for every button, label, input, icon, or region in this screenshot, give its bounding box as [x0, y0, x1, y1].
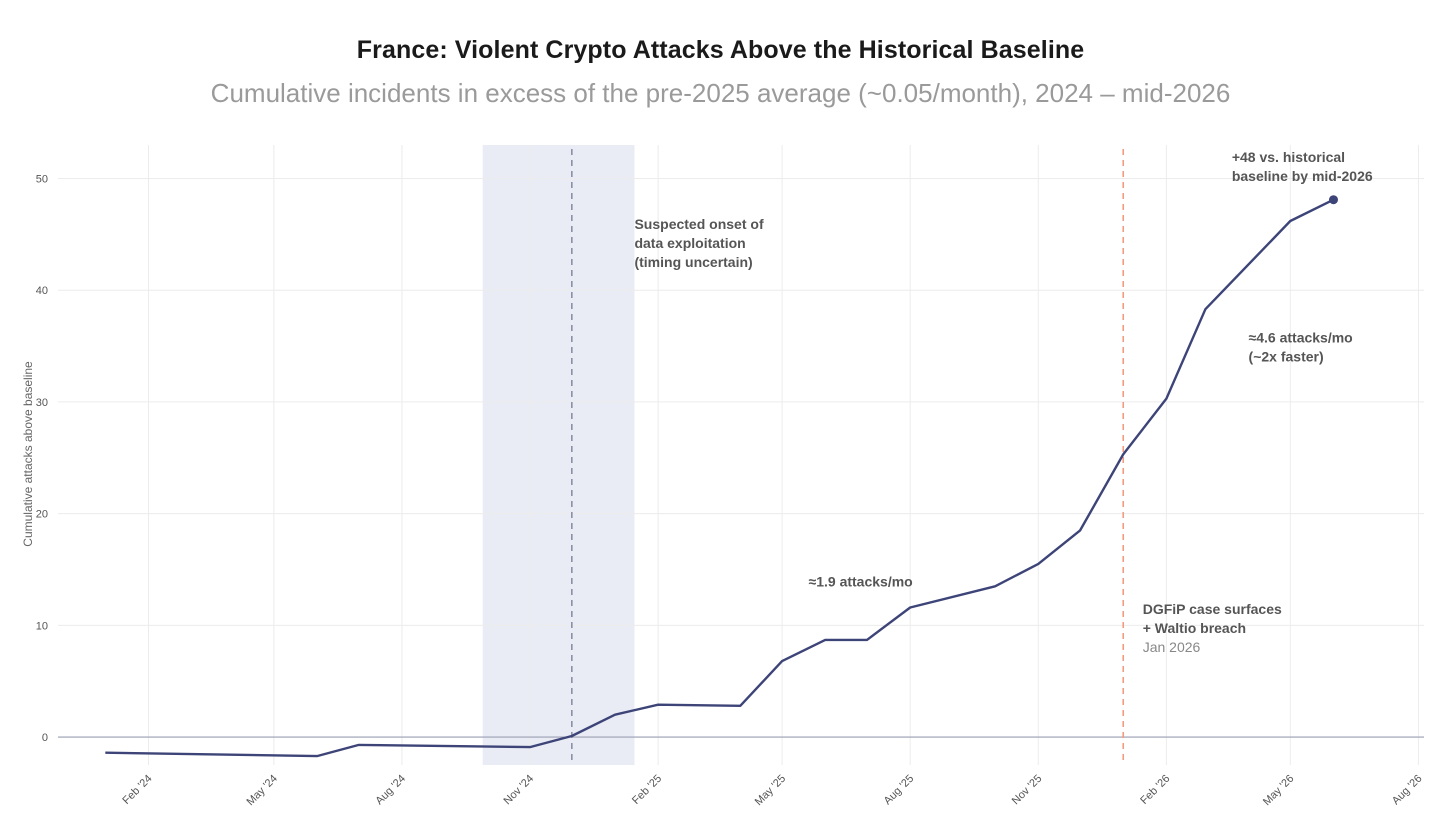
annotation-text: (~2x faster)	[1249, 349, 1324, 365]
y-tick-label: 40	[36, 285, 48, 297]
annotation-rate1: ≈1.9 attacks/mo	[809, 573, 913, 589]
y-tick-label: 30	[36, 397, 48, 409]
annotation-text: +48 vs. historical	[1232, 149, 1345, 165]
annotation-text: (timing uncertain)	[634, 254, 752, 270]
annotation-rate2: ≈4.6 attacks/mo (~2x faster)	[1249, 330, 1353, 365]
x-tick-label: Feb '24	[120, 773, 154, 807]
x-tick-label: Aug '24	[373, 773, 408, 808]
uncertainty-band	[482, 145, 635, 765]
x-tick-label: Aug '26	[1390, 773, 1425, 808]
x-tick-label: Feb '26	[1138, 773, 1172, 807]
end-point-marker	[1328, 195, 1338, 205]
x-tick-label: May '24	[244, 773, 279, 808]
chart-title: France: Violent Crypto Attacks Above the…	[356, 36, 1085, 64]
annotation-text: DGFiP case surfaces	[1143, 601, 1282, 617]
y-tick-label: 10	[36, 620, 48, 632]
chart-subtitle: Cumulative incidents in excess of the pr…	[210, 78, 1231, 108]
y-axis-label: Cumulative attacks above baseline	[21, 361, 35, 547]
annotation-text: ≈4.6 attacks/mo	[1249, 330, 1353, 346]
y-tick-label: 0	[42, 732, 48, 744]
annotation-end: +48 vs. historical baseline by mid-2026	[1232, 149, 1373, 184]
x-tick-label: May '26	[1261, 773, 1296, 808]
annotation-text: + Waltio breach	[1143, 620, 1246, 636]
annotation-text: ≈1.9 attacks/mo	[809, 573, 913, 589]
annotation-text: data exploitation	[634, 235, 745, 251]
annotation-dgfip: DGFiP case surfaces + Waltio breach Jan 20…	[1143, 601, 1282, 655]
x-tick-label: Aug '25	[882, 773, 917, 808]
annotation-text: baseline by mid-2026	[1232, 168, 1373, 184]
annotation-subtext: Jan 2026	[1143, 639, 1201, 655]
x-tick-label: Feb '25	[630, 773, 664, 807]
x-tick-label: Nov '25	[1010, 773, 1045, 808]
x-tick-label: May '25	[753, 773, 788, 808]
annotation-text: Suspected onset of	[634, 216, 763, 232]
y-tick-label: 20	[36, 509, 48, 521]
annotation-onset: Suspected onset of data exploitation (timi…	[634, 216, 763, 270]
y-tick-label: 50	[36, 174, 48, 186]
series-line	[105, 198, 1335, 758]
x-tick-label: Nov '24	[502, 773, 537, 808]
